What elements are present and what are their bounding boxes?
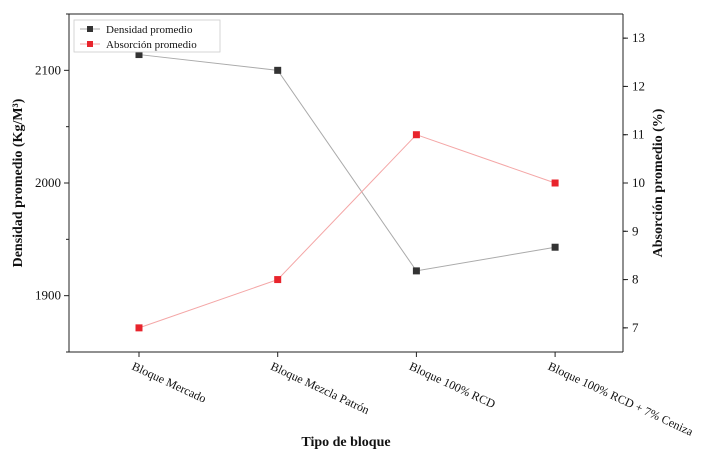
y-axis-left-title: Densidad promedio (Kg/M³) — [11, 98, 26, 267]
left-tick-label: 2000 — [35, 175, 61, 190]
absorption-point — [551, 179, 559, 187]
absorption-point — [412, 131, 420, 139]
right-tick-label: 9 — [632, 223, 639, 238]
right-tick-label: 10 — [632, 175, 645, 190]
right-tick-label: 11 — [632, 127, 645, 142]
legend-label-absorption: Absorción promedio — [106, 39, 197, 51]
right-tick-label: 13 — [632, 30, 645, 45]
series-lines — [138, 54, 556, 329]
legend-label-density: Densidad promedio — [106, 24, 193, 36]
absorption-series-line — [138, 134, 556, 329]
right-tick-label: 12 — [632, 78, 645, 93]
density-point — [274, 66, 282, 74]
x-axis-ticks: Bloque Mercado Bloque Mezcla Patrón Bloque… — [130, 352, 696, 439]
absorption-point — [274, 276, 282, 284]
legend-marker-absorption — [87, 41, 93, 47]
x-category-label: Bloque Mezcla Patrón — [268, 359, 371, 417]
axes — [68, 13, 624, 353]
left-tick-label: 2100 — [35, 62, 61, 77]
density-point — [412, 267, 420, 275]
x-category-label: Bloque Mercado — [130, 359, 209, 406]
x-category-label: Bloque 100% RCD + 7% Ceniza — [546, 359, 696, 439]
legend: Densidad promedio Absorción promedio — [73, 19, 221, 53]
series-points — [135, 51, 559, 332]
left-tick-label: 1900 — [35, 288, 61, 303]
density-point — [551, 243, 559, 251]
legend-marker-density — [87, 26, 93, 32]
right-tick-label: 7 — [632, 320, 639, 335]
absorption-point — [135, 324, 143, 332]
x-category-label: Bloque 100% RCD — [407, 359, 498, 411]
legend-box — [73, 19, 221, 53]
left-axis-ticks: 1900 2000 2100 — [35, 13, 69, 353]
x-axis-title: Tipo de bloque — [301, 435, 390, 450]
right-axis-ticks: 7 8 9 10 11 12 13 — [623, 30, 645, 335]
density-point — [135, 51, 143, 59]
density-series-line — [138, 54, 556, 272]
y-axis-right-title: Absorción promedio (%) — [651, 108, 666, 257]
right-tick-label: 8 — [632, 272, 639, 287]
